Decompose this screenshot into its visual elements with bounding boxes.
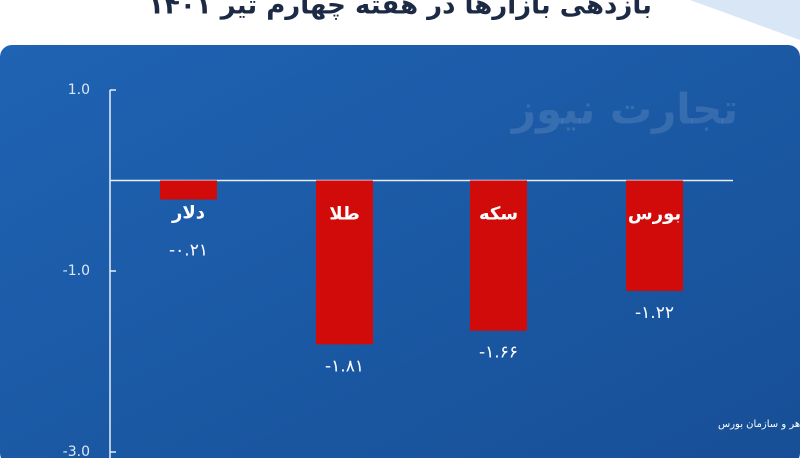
y-tick-label: 1.0 [68,82,90,98]
panel [0,45,800,458]
category-label: دلار [171,203,205,224]
bar [316,180,373,345]
header-decoration [690,0,800,40]
bar [160,180,217,200]
chart-title: بازدهی بازارها در هفته چهارم تیر ۱۴۰۱ [148,0,652,21]
source: منبع: صرافی ملی، اتحادیه طلا و جواهر و س… [718,419,800,430]
value-label: -۱.۶۶ [479,343,518,363]
y-tick-label: -3.0 [63,444,90,458]
value-label: -۰.۲۱ [169,241,208,261]
category-label: بورس [628,204,681,225]
category-label: طلا [329,204,360,225]
bar [470,180,527,331]
category-label: سکه [479,204,518,225]
value-label: -۱.۲۲ [635,303,674,323]
y-tick-label: -1.0 [63,263,90,279]
value-label: -۱.۸۱ [325,356,364,376]
watermark: تجارت نیوز [510,85,738,135]
bar [626,180,683,291]
